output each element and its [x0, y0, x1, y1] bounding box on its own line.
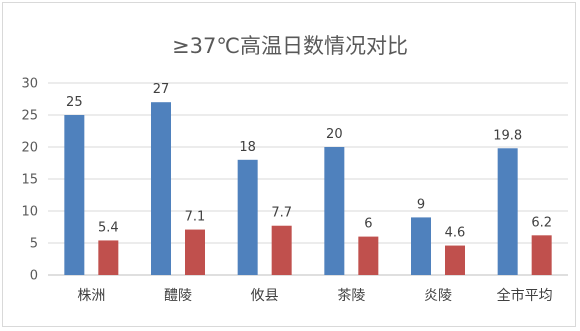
data-labels: 25 5.4 27 7.1 18 7.7 20 6 9 4.6 19.8 6.2 [66, 82, 552, 240]
bar [151, 102, 171, 275]
x-category-label: 醴陵 [164, 288, 192, 304]
data-label: 27 [153, 82, 170, 97]
y-tick-label: 15 [21, 173, 38, 188]
data-label: 4.6 [445, 226, 466, 241]
bar [237, 159, 258, 275]
data-label: 6.2 [531, 215, 552, 230]
bar [411, 217, 431, 275]
y-tick-label: 10 [21, 205, 38, 220]
bar [271, 225, 292, 275]
y-tick-label: 20 [21, 141, 38, 156]
data-label: 18 [239, 140, 256, 155]
y-tick-label: 5 [30, 237, 38, 252]
x-category-label: 茶陵 [337, 288, 365, 304]
data-label: 20 [326, 127, 343, 142]
x-category-label: 全市平均 [497, 287, 553, 304]
bar [445, 245, 465, 275]
bar [358, 236, 379, 275]
y-tick-label: 25 [21, 109, 38, 124]
y-axis-ticks: 0 5 10 15 20 25 30 [21, 77, 38, 284]
y-tick-label: 0 [30, 269, 38, 284]
data-label: 6 [364, 217, 372, 232]
data-label: 19.8 [493, 128, 522, 143]
gridlines [48, 82, 568, 276]
chart-title: ≥37℃高温日数情况对比 [172, 34, 408, 58]
bars [64, 102, 552, 275]
x-category-label: 株洲 [77, 288, 105, 304]
y-tick-label: 30 [21, 77, 38, 92]
bar [324, 147, 345, 275]
data-label: 5.4 [98, 220, 119, 235]
x-category-label: 攸县 [251, 288, 279, 304]
x-axis-categories: 株洲 醴陵 攸县 茶陵 炎陵 全市平均 [77, 287, 552, 304]
x-category-label: 炎陵 [424, 288, 452, 304]
bar [497, 148, 518, 275]
bar [98, 240, 119, 275]
bar [185, 229, 205, 275]
data-label: 7.1 [185, 210, 206, 225]
data-label: 7.7 [271, 206, 292, 221]
data-label: 25 [66, 95, 83, 110]
data-label: 9 [417, 197, 425, 212]
bar [531, 235, 552, 275]
bar [64, 115, 85, 275]
